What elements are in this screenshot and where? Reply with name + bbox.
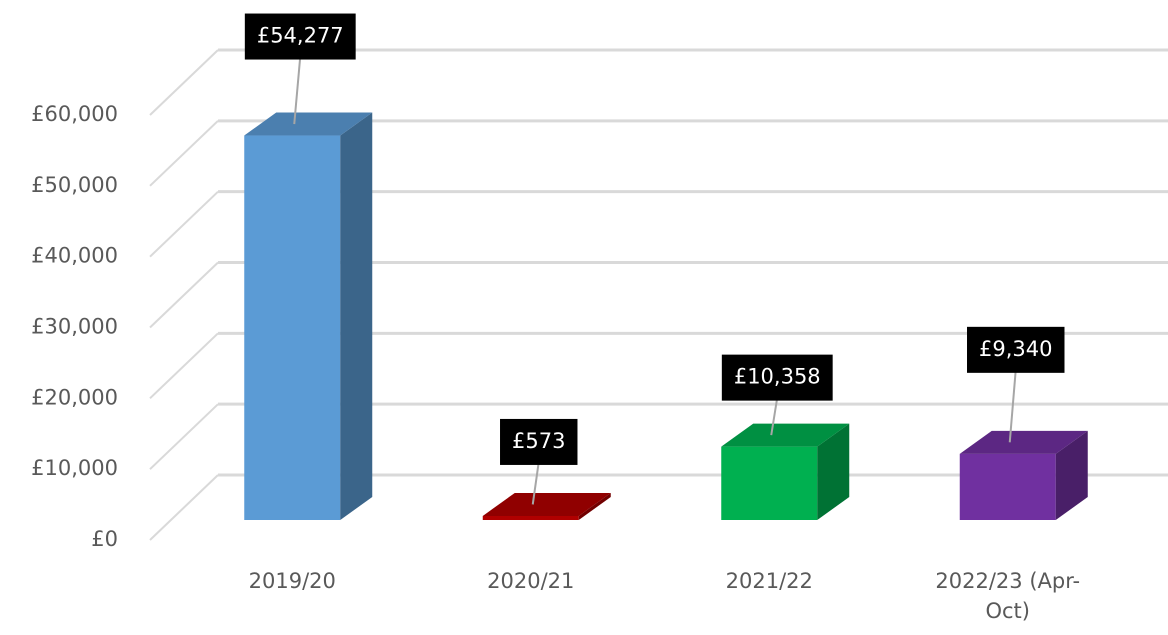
leader-line bbox=[293, 56, 302, 125]
bar-front bbox=[482, 515, 579, 520]
x-tick-label: 2022/23 (Apr-Oct) bbox=[935, 569, 1081, 623]
leader-line bbox=[770, 397, 779, 436]
bar-top bbox=[959, 430, 1088, 454]
leader-line bbox=[531, 461, 540, 505]
data-label: £54,277 bbox=[257, 24, 344, 48]
data-label-box bbox=[500, 418, 578, 465]
bar-front bbox=[959, 453, 1056, 520]
bar-side bbox=[817, 423, 850, 520]
data-label-box bbox=[244, 13, 356, 60]
data-label-box bbox=[967, 326, 1065, 373]
y-tick-label: £50,000 bbox=[31, 173, 118, 197]
y-tick-label: £0 bbox=[91, 527, 118, 551]
grid-line-side bbox=[149, 261, 219, 329]
bar-side bbox=[1055, 430, 1088, 520]
data-label: £10,358 bbox=[734, 365, 821, 389]
x-tick-label: 2020/21 bbox=[487, 569, 575, 593]
leader-line bbox=[1008, 369, 1017, 443]
bar-side bbox=[340, 112, 373, 521]
y-tick-label: £10,000 bbox=[31, 456, 118, 480]
y-tick-label: £20,000 bbox=[31, 385, 118, 409]
grid-line-side bbox=[149, 49, 219, 116]
grid-line-side bbox=[149, 403, 219, 470]
y-tick-label: £60,000 bbox=[31, 102, 118, 126]
x-tick-label: 2019/20 bbox=[248, 569, 336, 593]
grid-line-side bbox=[149, 474, 219, 541]
data-label: £573 bbox=[512, 429, 565, 453]
data-label: £9,340 bbox=[979, 337, 1052, 361]
data-label-box bbox=[721, 354, 833, 401]
x-tick-label: 2021/22 bbox=[725, 569, 813, 593]
bar-side bbox=[578, 492, 611, 520]
bar-top bbox=[721, 423, 850, 447]
y-tick-label: £40,000 bbox=[31, 244, 118, 268]
bar-front bbox=[721, 446, 818, 520]
grid-line-side bbox=[149, 332, 219, 400]
bar-front bbox=[244, 135, 341, 521]
grid-line-side bbox=[149, 190, 219, 258]
grid-line-side bbox=[149, 120, 219, 187]
bar-top bbox=[482, 492, 611, 516]
bar-top bbox=[244, 112, 373, 136]
y-tick-label: £30,000 bbox=[31, 315, 118, 339]
